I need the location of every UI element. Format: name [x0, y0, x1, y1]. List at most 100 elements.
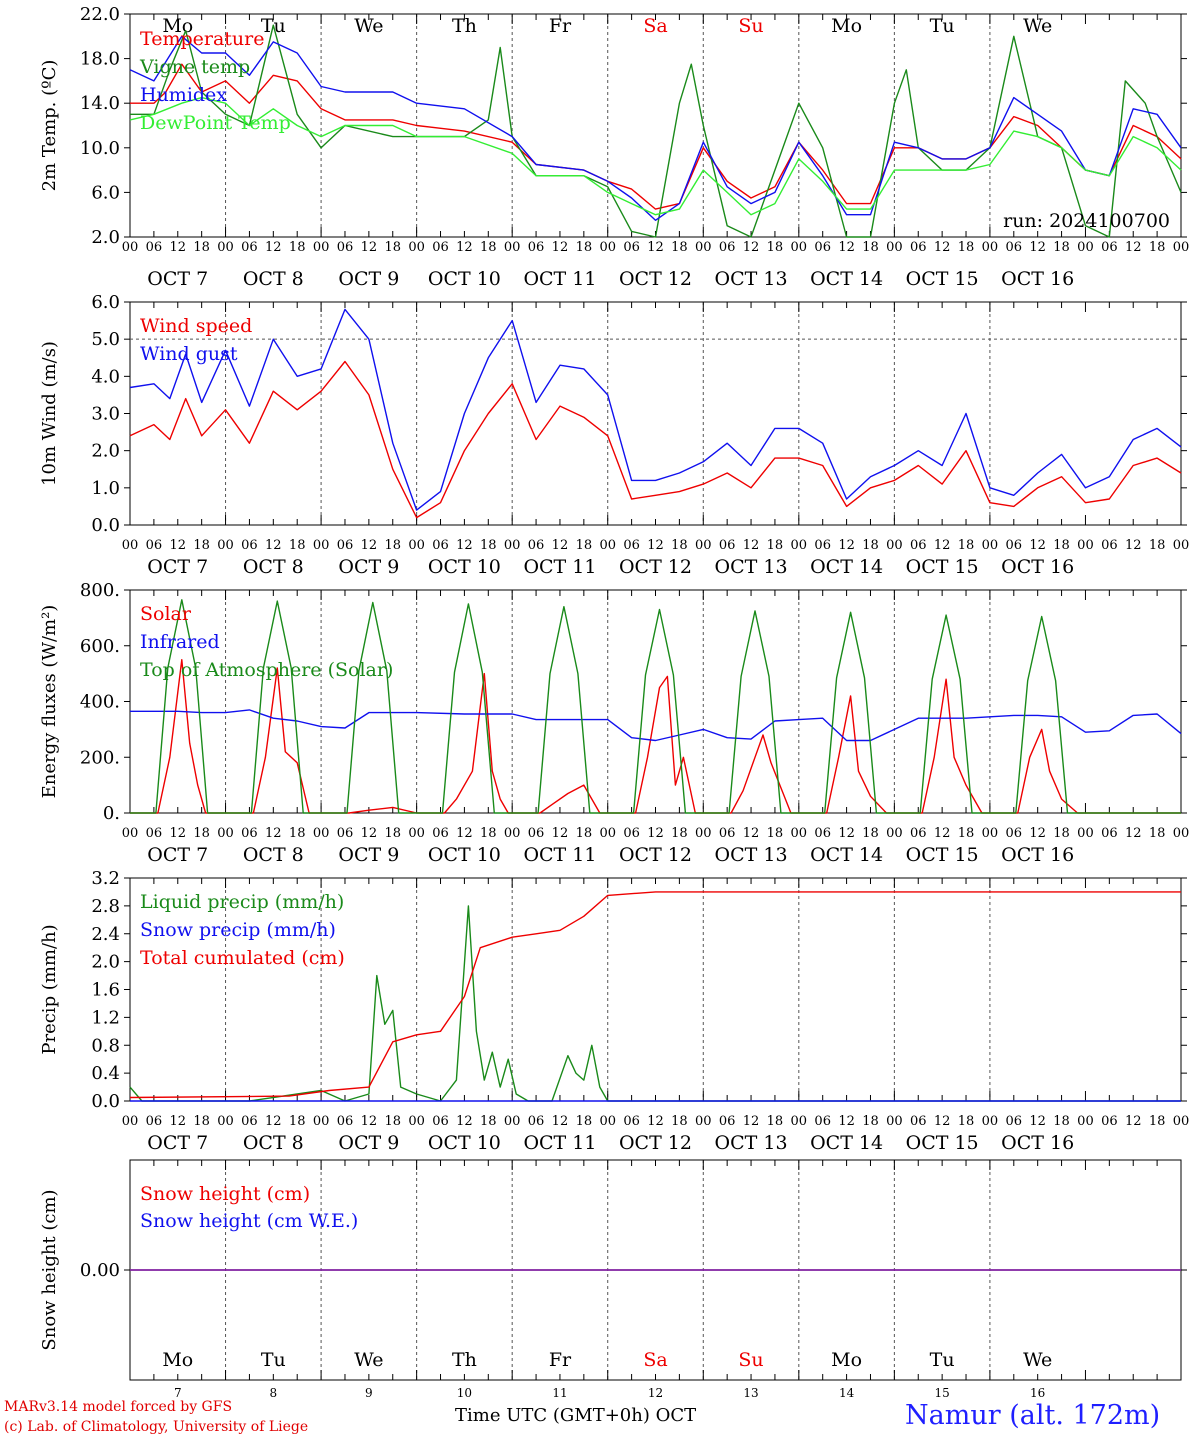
hour-tick-label: 00	[982, 240, 999, 255]
hour-tick-label: 06	[910, 538, 927, 553]
hour-tick-label: 18	[289, 1114, 306, 1129]
date-label: OCT 12	[619, 268, 692, 290]
legend-entry: Solar	[140, 603, 192, 625]
series-line-temperature	[130, 63, 1182, 210]
hour-tick-label: 06	[241, 1114, 258, 1129]
hour-tick-label: 00	[1077, 538, 1094, 553]
date-label: OCT 15	[906, 268, 979, 290]
y-axis-label: Precip (mm/h)	[39, 924, 60, 1054]
y-tick-label: 0.0	[91, 515, 120, 536]
hour-tick-label: 06	[814, 826, 831, 841]
date-label: OCT 14	[810, 1132, 883, 1154]
legend-entry: Snow precip (mm/h)	[140, 919, 336, 941]
y-tick-label: 4.0	[91, 366, 120, 387]
hour-tick-label: 06	[910, 826, 927, 841]
weekday-label: Th	[452, 1349, 477, 1371]
hour-tick-label: 12	[361, 538, 378, 553]
hour-tick-label: 18	[193, 1114, 210, 1129]
legend-entry: Total cumulated (cm)	[140, 947, 345, 969]
legend-entry: DewPoint Temp	[140, 112, 291, 134]
weekday-label: Tu	[261, 1349, 286, 1371]
hour-tick-label: 12	[1029, 826, 1046, 841]
date-label: OCT 12	[619, 844, 692, 866]
copyright-credit: (c) Lab. of Climatology, University of L…	[4, 1419, 309, 1435]
hour-tick-label: 18	[384, 1114, 401, 1129]
series-line-infrared	[130, 709, 1182, 742]
hour-tick-label: 18	[958, 1114, 975, 1129]
hour-tick-label: 06	[146, 1114, 163, 1129]
day-number-label: 12	[648, 1386, 663, 1400]
hour-tick-label: 12	[1029, 538, 1046, 553]
day-number-label: 7	[174, 1386, 182, 1400]
hour-tick-label: 18	[671, 538, 688, 553]
hour-tick-label: 18	[862, 538, 879, 553]
hour-tick-label: 00	[1173, 538, 1190, 553]
hour-tick-label: 00	[217, 1114, 234, 1129]
hour-tick-label: 06	[528, 1114, 545, 1129]
y-tick-label: 3.2	[91, 868, 120, 889]
hour-tick-label: 06	[432, 826, 449, 841]
hour-tick-label: 00	[408, 240, 425, 255]
hour-tick-label: 00	[599, 538, 616, 553]
weekday-label: We	[1023, 1349, 1052, 1371]
date-label: OCT 12	[619, 1132, 692, 1154]
hour-tick-label: 18	[193, 538, 210, 553]
date-label: OCT 8	[243, 844, 304, 866]
weekday-label: Mo	[162, 1349, 193, 1371]
hour-tick-label: 18	[862, 1114, 879, 1129]
hour-tick-label: 00	[408, 538, 425, 553]
legend-entry: Liquid precip (mm/h)	[140, 891, 344, 913]
hour-tick-label: 12	[934, 1114, 951, 1129]
y-tick-label: 2.0	[91, 952, 120, 973]
hour-tick-label: 00	[1077, 826, 1094, 841]
weekday-label: Th	[452, 15, 477, 37]
day-number-label: 16	[1030, 1386, 1045, 1400]
hour-tick-label: 18	[767, 538, 784, 553]
date-label: OCT 9	[338, 556, 399, 578]
date-label: OCT 8	[243, 556, 304, 578]
hour-tick-label: 18	[289, 240, 306, 255]
hour-tick-label: 12	[838, 538, 855, 553]
hour-tick-label: 12	[1125, 240, 1142, 255]
hour-tick-label: 18	[1149, 538, 1166, 553]
hour-tick-label: 12	[1029, 1114, 1046, 1129]
hour-tick-label: 18	[1053, 538, 1070, 553]
hour-tick-label: 00	[791, 240, 808, 255]
hour-tick-label: 18	[671, 826, 688, 841]
hour-tick-label: 12	[647, 826, 664, 841]
hour-tick-label: 06	[241, 240, 258, 255]
y-tick-label: 2.0	[91, 441, 120, 462]
hour-tick-label: 06	[337, 826, 354, 841]
hour-tick-label: 12	[647, 1114, 664, 1129]
date-label: OCT 11	[523, 844, 596, 866]
hour-tick-label: 06	[719, 538, 736, 553]
hour-tick-label: 18	[1149, 240, 1166, 255]
hour-tick-label: 00	[408, 826, 425, 841]
hour-tick-label: 00	[886, 1114, 903, 1129]
y-tick-label: 800.	[80, 580, 120, 601]
y-tick-label: 0.	[103, 803, 120, 824]
hour-tick-label: 06	[241, 538, 258, 553]
hour-tick-label: 18	[862, 240, 879, 255]
hour-tick-label: 06	[528, 538, 545, 553]
x-axis-title: Time UTC (GMT+0h) OCT	[455, 1405, 697, 1426]
hour-tick-label: 00	[313, 826, 330, 841]
hour-tick-label: 00	[217, 826, 234, 841]
hour-tick-label: 00	[982, 538, 999, 553]
hour-tick-label: 00	[695, 538, 712, 553]
hour-tick-label: 00	[313, 240, 330, 255]
hour-tick-label: 06	[432, 538, 449, 553]
hour-tick-label: 12	[647, 538, 664, 553]
hour-tick-label: 00	[599, 1114, 616, 1129]
series-line-humidex	[129, 35, 1182, 222]
hour-tick-label: 06	[719, 1114, 736, 1129]
hour-tick-label: 18	[576, 826, 593, 841]
legend-entry: Snow height (cm W.E.)	[140, 1210, 358, 1232]
date-label: OCT 15	[906, 556, 979, 578]
hour-tick-label: 18	[767, 1114, 784, 1129]
hour-tick-label: 12	[265, 1114, 282, 1129]
hour-tick-label: 18	[289, 826, 306, 841]
y-tick-label: 0.8	[91, 1035, 120, 1056]
hour-tick-label: 00	[982, 1114, 999, 1129]
date-label: OCT 15	[906, 1132, 979, 1154]
